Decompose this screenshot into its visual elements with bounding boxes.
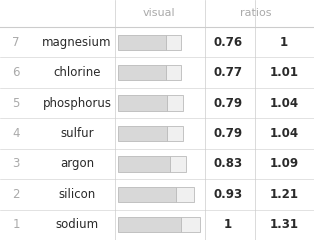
Text: 5: 5 (12, 96, 20, 110)
Bar (118, 156, 170, 172)
Text: 1.04: 1.04 (269, 96, 299, 110)
Text: 1: 1 (280, 36, 288, 49)
Text: 4: 4 (12, 127, 20, 140)
Bar (166, 65, 181, 80)
Bar (167, 126, 183, 141)
Bar (118, 96, 167, 111)
Text: ratios: ratios (240, 8, 272, 18)
Text: 1.01: 1.01 (269, 66, 299, 79)
Bar (118, 217, 181, 232)
Text: 1.31: 1.31 (269, 218, 299, 231)
Bar (165, 35, 181, 50)
Text: 0.77: 0.77 (214, 66, 242, 79)
Bar (118, 35, 165, 50)
Bar (118, 187, 176, 202)
Text: magnesium: magnesium (42, 36, 112, 49)
Text: 1.09: 1.09 (269, 157, 299, 170)
Text: argon: argon (60, 157, 94, 170)
Text: 1: 1 (12, 218, 20, 231)
Text: 3: 3 (12, 157, 20, 170)
Bar (170, 156, 186, 172)
Text: 1: 1 (224, 218, 232, 231)
Bar (176, 187, 194, 202)
Text: chlorine: chlorine (53, 66, 101, 79)
Text: phosphorus: phosphorus (42, 96, 111, 110)
Text: sodium: sodium (56, 218, 99, 231)
Text: 0.93: 0.93 (214, 188, 242, 201)
Text: 0.79: 0.79 (214, 127, 242, 140)
Text: 1.21: 1.21 (269, 188, 299, 201)
Text: 1.04: 1.04 (269, 127, 299, 140)
Text: silicon: silicon (58, 188, 96, 201)
Text: 6: 6 (12, 66, 20, 79)
Text: sulfur: sulfur (60, 127, 94, 140)
Bar (118, 126, 167, 141)
Text: 0.76: 0.76 (214, 36, 242, 49)
Bar (167, 96, 183, 111)
Bar (118, 65, 166, 80)
Text: 7: 7 (12, 36, 20, 49)
Text: 0.79: 0.79 (214, 96, 242, 110)
Text: 0.83: 0.83 (214, 157, 242, 170)
Bar (181, 217, 200, 232)
Text: visual: visual (143, 8, 175, 18)
Text: 2: 2 (12, 188, 20, 201)
